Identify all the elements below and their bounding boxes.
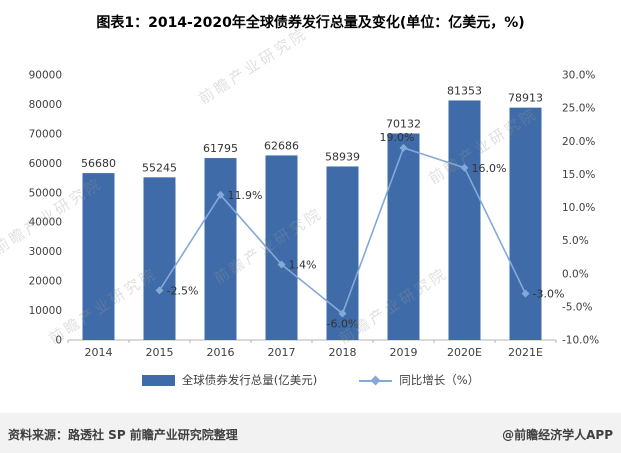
legend-bar-label: 全球债券发行总量(亿美元)	[181, 373, 318, 387]
svg-text:2020E: 2020E	[447, 346, 482, 359]
svg-text:61795: 61795	[203, 142, 238, 155]
svg-text:2015: 2015	[146, 346, 174, 359]
svg-text:20000: 20000	[29, 276, 62, 288]
svg-text:-3.0%: -3.0%	[533, 288, 565, 301]
svg-text:30000: 30000	[29, 246, 62, 258]
svg-text:20.0%: 20.0%	[562, 136, 595, 148]
svg-text:-6.0%: -6.0%	[327, 318, 359, 331]
svg-text:2018: 2018	[329, 346, 357, 359]
svg-text:2017: 2017	[268, 346, 296, 359]
svg-text:2016: 2016	[207, 346, 235, 359]
svg-text:56680: 56680	[81, 157, 116, 170]
svg-text:55245: 55245	[142, 161, 177, 174]
svg-text:80000: 80000	[29, 99, 62, 111]
svg-text:70000: 70000	[29, 128, 62, 140]
svg-text:58939: 58939	[325, 150, 360, 163]
legend-line-label: 同比增长（%）	[399, 373, 480, 387]
svg-text:60000: 60000	[29, 158, 62, 170]
legend: 全球债券发行总量(亿美元) 同比增长（%）	[0, 372, 621, 388]
source-text: 资料来源：路透社 SP 前瞻产业研究院整理	[8, 428, 238, 442]
svg-text:70132: 70132	[386, 118, 421, 131]
bar-series-swatch	[141, 374, 175, 386]
svg-text:1.4%: 1.4%	[289, 258, 317, 271]
line-series-swatch	[359, 375, 393, 386]
line-swatch-marker-icon	[370, 375, 381, 385]
footer: 资料来源：路透社 SP 前瞻产业研究院整理 @前瞻经济学人APP	[0, 413, 621, 453]
legend-item-line: 同比增长（%）	[359, 372, 479, 388]
svg-text:2021E: 2021E	[508, 346, 543, 359]
svg-text:11.9%: 11.9%	[228, 189, 263, 202]
chart-title: 图表1：2014-2020年全球债券发行总量及变化(单位：亿美元，%)	[96, 15, 525, 31]
svg-text:30.0%: 30.0%	[562, 70, 595, 82]
svg-text:0.0%: 0.0%	[562, 268, 589, 280]
svg-text:81353: 81353	[447, 84, 482, 97]
svg-text:10.0%: 10.0%	[562, 202, 595, 214]
svg-text:40000: 40000	[29, 217, 62, 229]
svg-text:0: 0	[55, 335, 62, 347]
svg-text:78913: 78913	[508, 92, 543, 105]
svg-text:-5.0%: -5.0%	[562, 301, 592, 313]
svg-text:50000: 50000	[29, 187, 62, 199]
svg-text:-2.5%: -2.5%	[167, 284, 199, 297]
svg-text:62686: 62686	[264, 139, 299, 152]
svg-text:15.0%: 15.0%	[562, 169, 595, 181]
svg-text:90000: 90000	[29, 70, 62, 82]
chart-svg: 0 10000 20000 30000 40000 50000 60000 70000 8000…	[29, 70, 600, 360]
svg-text:2014: 2014	[85, 346, 113, 359]
svg-text:25.0%: 25.0%	[562, 103, 595, 115]
svg-text:10000: 10000	[29, 305, 62, 317]
svg-text:19.0%: 19.0%	[380, 131, 415, 144]
brand-text: @前瞻经济学人APP	[502, 428, 613, 442]
svg-text:2019: 2019	[390, 346, 418, 359]
legend-item-bar: 全球债券发行总量(亿美元)	[141, 372, 318, 388]
svg-text:5.0%: 5.0%	[562, 235, 589, 247]
svg-text:16.0%: 16.0%	[472, 162, 507, 175]
svg-text:-10.0%: -10.0%	[562, 335, 599, 347]
